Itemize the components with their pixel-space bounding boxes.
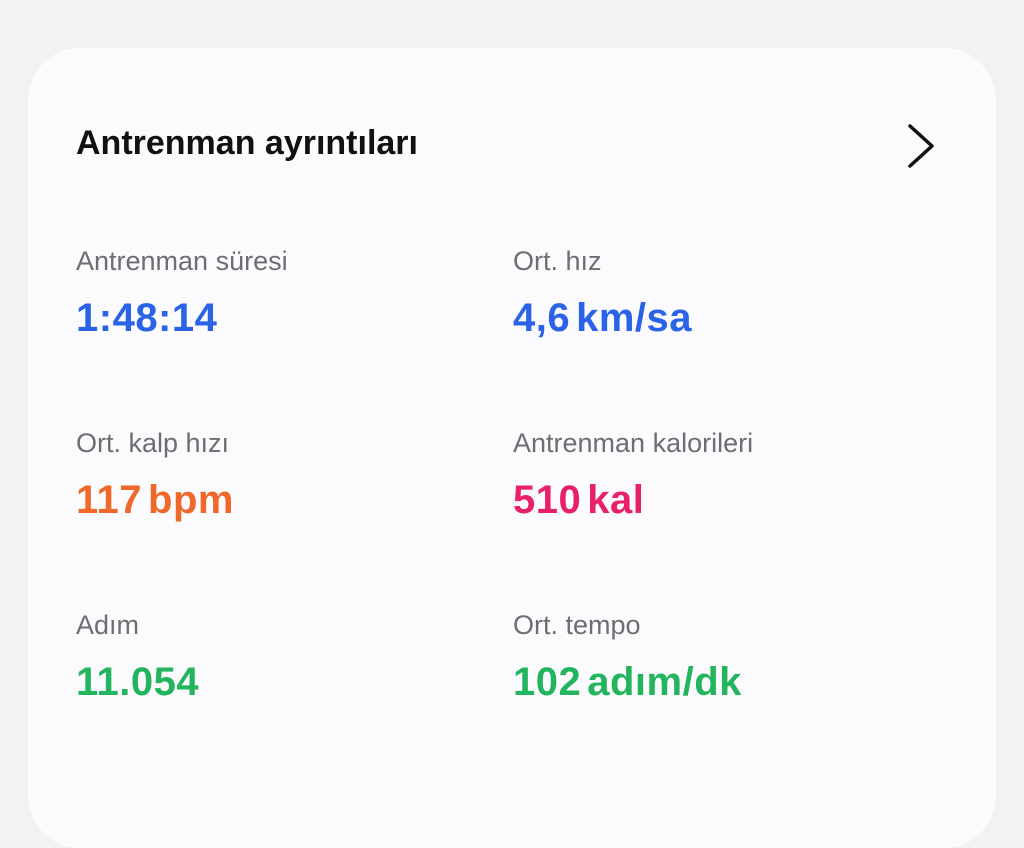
metric-label: Ort. hız <box>513 246 602 276</box>
metric-value: 4,6 km/sa <box>513 296 693 340</box>
metric-label: Ort. kalp hızı <box>76 428 230 458</box>
metric-value: 11.054 <box>76 660 200 704</box>
metric-value: 1:48:14 <box>76 296 218 340</box>
metric-label: Ort. tempo <box>513 610 641 640</box>
metric-avg-heart-rate: Ort. kalp hızı 117 bpm <box>76 428 496 523</box>
metric-label: Antrenman kalorileri <box>513 428 754 458</box>
card-title: Antrenman ayrıntıları <box>76 124 418 162</box>
metric-label: Antrenman süresi <box>76 246 288 276</box>
metric-value: 117 bpm <box>76 478 234 522</box>
metric-avg-speed: Ort. hız 4,6 km/sa <box>513 246 933 341</box>
metric-workout-duration: Antrenman süresi 1:48:14 <box>76 246 496 341</box>
metric-value: 102 adım/dk <box>513 660 742 704</box>
metric-value: 510 kal <box>513 478 645 522</box>
workout-details-card[interactable]: Antrenman ayrıntıları Antrenman süresi 1… <box>28 48 996 848</box>
metric-avg-cadence: Ort. tempo 102 adım/dk <box>513 610 933 705</box>
metric-steps: Adım 11.054 <box>76 610 496 705</box>
metric-calories: Antrenman kalorileri 510 kal <box>513 428 933 523</box>
chevron-right-icon[interactable] <box>902 120 938 172</box>
metric-label: Adım <box>76 610 140 640</box>
